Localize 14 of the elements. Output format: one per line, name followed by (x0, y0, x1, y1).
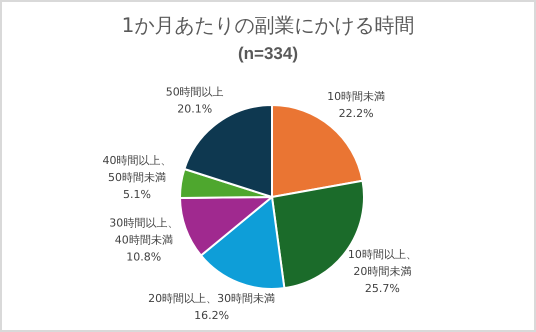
data-label: 20.1% (177, 102, 212, 116)
slice-label: 40時間以上、50時間未満 (102, 154, 172, 184)
data-label: 10.8% (126, 250, 162, 264)
slice-label: 30時間以上、40時間未満 (109, 216, 178, 247)
chart-subtitle: (n=334) (237, 44, 299, 64)
slice-label: 50時間以上 (166, 85, 224, 98)
data-label: 16.2% (194, 309, 230, 322)
chart-title: 1か月あたりの副業にかける時間 (120, 12, 416, 39)
data-label: 22.2% (338, 107, 374, 120)
data-label: 5.1% (123, 188, 151, 201)
slice-label: 20時間以上、30時間未満 (148, 292, 276, 306)
slice-label: 10時間以上、20時間未満 (348, 248, 417, 278)
slice-label: 10時間未満 (327, 90, 386, 104)
data-label: 25.7% (364, 282, 400, 295)
